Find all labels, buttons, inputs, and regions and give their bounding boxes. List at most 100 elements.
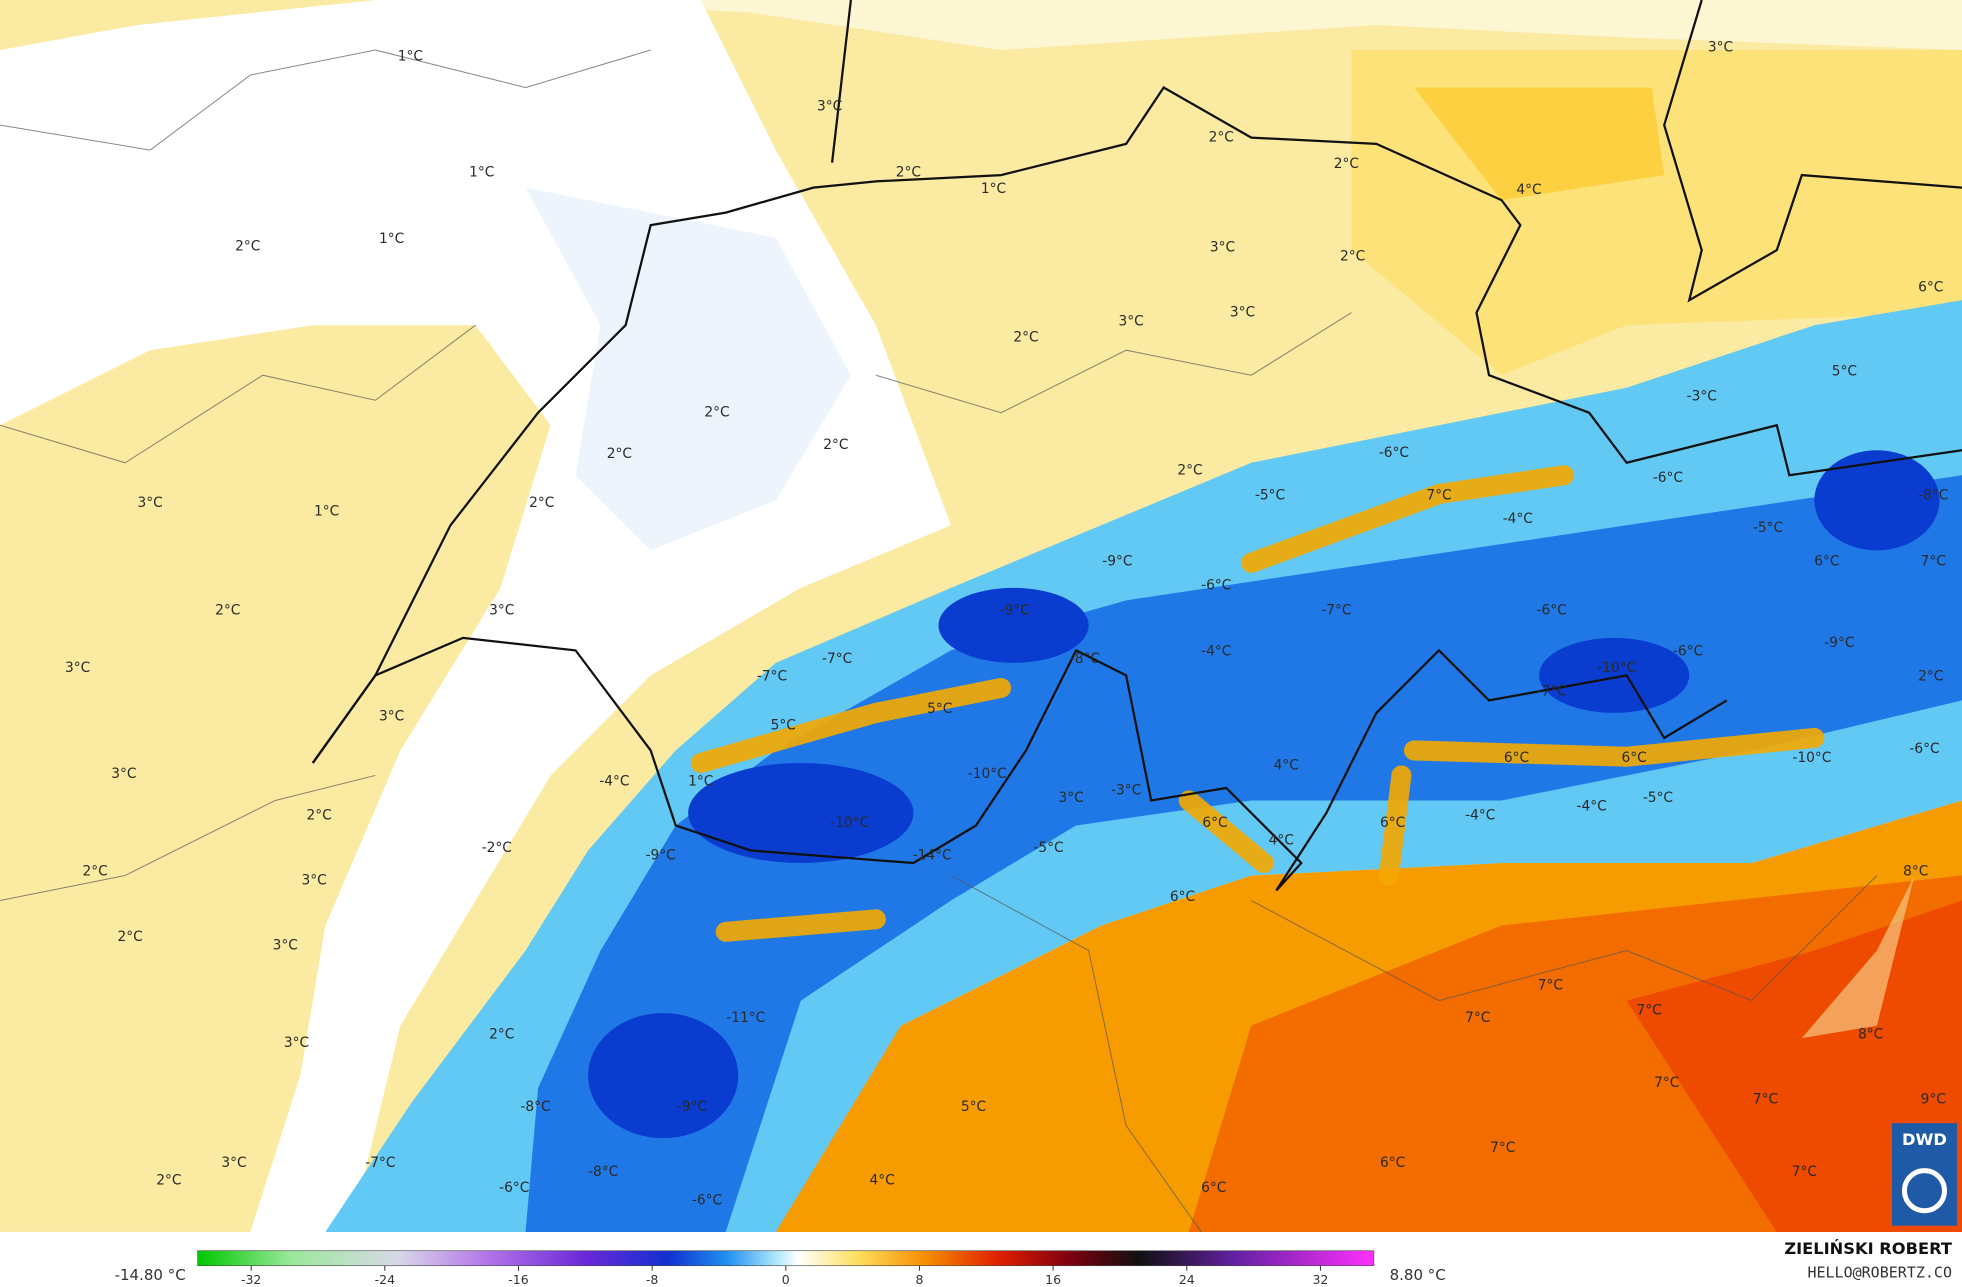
temperature-label: 3°C	[1058, 790, 1083, 806]
temperature-label: -7°C	[365, 1155, 395, 1171]
temperature-label: 2°C	[215, 602, 240, 618]
temperature-label: 3°C	[65, 660, 90, 676]
temperature-label: 2°C	[306, 807, 331, 823]
temperature-label: -6°C	[1201, 577, 1231, 593]
temperature-label: 2°C	[82, 864, 107, 880]
temperature-label: 2°C	[235, 238, 260, 254]
temperature-label: 4°C	[1269, 832, 1294, 848]
temperature-label: -5°C	[1753, 520, 1783, 536]
temperature-label: -5°C	[1255, 487, 1285, 503]
temperature-label: 7°C	[1538, 978, 1563, 994]
temperature-label: 2°C	[1340, 248, 1365, 264]
temperature-label: 7°C	[1465, 1010, 1490, 1026]
colorbar-tick-label: 16	[1045, 1272, 1061, 1287]
colorbar-tick-label: 24	[1179, 1272, 1195, 1287]
temperature-label: 2°C	[704, 405, 729, 421]
borders	[311, 0, 1962, 892]
temperature-label: 5°C	[927, 701, 952, 717]
temperature-label: 7°C	[1490, 1140, 1515, 1156]
colorbar-gradient	[197, 1250, 1375, 1267]
temperature-label: 3°C	[111, 766, 136, 782]
temperature-label: -4°C	[1201, 644, 1231, 660]
temperature-label: 1°C	[314, 504, 339, 520]
colorbar-tick-label: 0	[782, 1272, 790, 1287]
temperature-label: 5°C	[1832, 363, 1857, 379]
temperature-label: 2°C	[118, 929, 143, 945]
temperature-label: 1°C	[379, 231, 404, 247]
temperature-label: 6°C	[1814, 554, 1839, 570]
temperature-label: -10°C	[1597, 660, 1636, 676]
author: ZIELIŃSKI ROBERT	[1784, 1239, 1952, 1258]
temperature-label: 1°C	[469, 165, 494, 181]
temperature-label: 3°C	[138, 495, 163, 511]
temperature-label: -7°C	[822, 651, 852, 667]
temperature-label: -9°C	[646, 848, 676, 864]
temperature-label: -6°C	[1536, 602, 1566, 618]
temperature-label: 8°C	[1858, 1026, 1883, 1042]
temperature-label: -9°C	[1000, 602, 1030, 618]
colorbar-tick-label: -16	[508, 1272, 528, 1287]
temperature-label: -5°C	[1033, 840, 1063, 856]
temperature-label: 3°C	[301, 873, 326, 889]
temperature-label: -4°C	[1465, 807, 1495, 823]
temperature-label: 3°C	[489, 602, 514, 618]
temperature-label: 6°C	[1380, 1155, 1405, 1171]
temperature-label: 7°C	[1921, 554, 1946, 570]
temperature-label: 6°C	[1202, 815, 1227, 831]
temperature-label: -6°C	[1379, 445, 1409, 461]
temperature-label: -10°C	[830, 815, 869, 831]
temperature-label: 2°C	[156, 1173, 181, 1189]
temperature-label: 3°C	[273, 938, 298, 954]
temperature-label: 6°C	[1380, 815, 1405, 831]
temperature-label: 2°C	[489, 1026, 514, 1042]
temperature-label: -8°C	[1070, 651, 1100, 667]
temperature-label: 2°C	[1918, 669, 1943, 685]
regional-borders	[0, 49, 1878, 1233]
temperature-label: 7°C	[1792, 1164, 1817, 1180]
temperature-label: -8°C	[520, 1099, 550, 1115]
temperature-label: -6°C	[1909, 741, 1939, 757]
temperature-label: -9°C	[677, 1099, 707, 1115]
dwd-logo-swirl	[1901, 1168, 1947, 1214]
temperature-label: -4°C	[1503, 511, 1533, 527]
temperature-label: 3°C	[1708, 40, 1733, 56]
temperature-label: 2°C	[1209, 130, 1234, 146]
colorbar-tick-label: -8	[646, 1272, 659, 1287]
temperature-label: 3°C	[1119, 313, 1144, 329]
temperature-label: 5°C	[961, 1099, 986, 1115]
temperature-label: 2°C	[1013, 330, 1038, 346]
temperature-label: 2°C	[529, 495, 554, 511]
temperature-label: 6°C	[1201, 1180, 1226, 1196]
temperature-label: -4°C	[1577, 799, 1607, 815]
temperature-label: 7°C	[1753, 1091, 1778, 1107]
temperature-label: -10°C	[1792, 750, 1831, 766]
temperature-label: 3°C	[817, 98, 842, 114]
temperature-label: 6°C	[1622, 750, 1647, 766]
temperature-label: -8°C	[588, 1164, 618, 1180]
temperature-label: 2°C	[896, 165, 921, 181]
temperature-label: 2°C	[1334, 156, 1359, 172]
temperature-label: 1°C	[981, 181, 1006, 197]
temperature-label: 3°C	[1210, 240, 1235, 256]
temperature-label: 2°C	[823, 437, 848, 453]
temperature-label: -7°C	[1321, 602, 1351, 618]
temperature-label: -8°C	[1918, 487, 1948, 503]
temperature-label: -2°C	[482, 840, 512, 856]
temperature-label: 3°C	[379, 709, 404, 725]
colorbar-max-label: 8.80 °C	[1390, 1266, 1446, 1284]
temperature-label: 9°C	[1921, 1091, 1946, 1107]
temperature-label: 7°C	[1426, 487, 1451, 503]
temperature-label: 4°C	[1516, 182, 1541, 198]
temperature-label: 1°C	[398, 48, 423, 64]
temperature-label: 4°C	[870, 1173, 895, 1189]
temperature-label: -3°C	[1111, 782, 1141, 798]
colorbar-tick-label: -24	[375, 1272, 395, 1287]
temperature-label: -6°C	[499, 1180, 529, 1196]
temperature-label: -10°C	[968, 766, 1007, 782]
temperature-label: 3°C	[1230, 305, 1255, 321]
temperature-label: -3°C	[1687, 388, 1717, 404]
temperature-label: 6°C	[1170, 889, 1195, 905]
colorbar-tick-label: 32	[1312, 1272, 1328, 1287]
temperature-label: -9°C	[1102, 554, 1132, 570]
